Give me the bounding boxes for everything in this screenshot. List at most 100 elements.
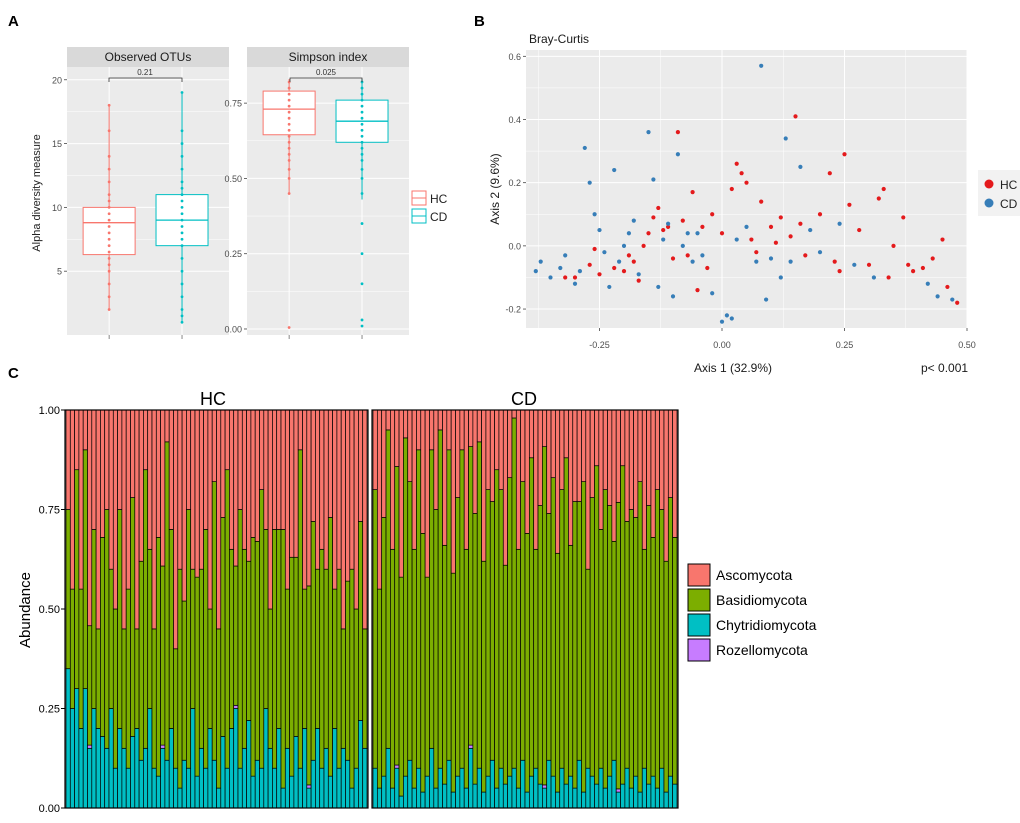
bar-cd-ascomycota: [598, 409, 604, 530]
bar-hc-basidiomycota: [104, 509, 110, 749]
bar-cd-ascomycota: [594, 409, 600, 467]
bar-hc-ascomycota: [130, 409, 136, 498]
bar-cd-ascomycota: [624, 409, 630, 522]
bar-hc-ascomycota: [340, 409, 346, 630]
bar-cd-ascomycota: [385, 409, 391, 431]
bar-cd-basidiomycota: [641, 548, 647, 769]
bar-cd-basidiomycota: [568, 544, 574, 777]
bar-cd-ascomycota: [489, 409, 495, 502]
bar-hc-chytridiomycota: [302, 728, 308, 809]
pcoa-point-cd: [950, 297, 955, 302]
bar-cd-chytridiomycota: [450, 791, 456, 809]
bar-hc-chytridiomycota: [289, 775, 295, 809]
bar-hc-ascomycota: [229, 409, 235, 550]
bar-hc-ascomycota: [280, 409, 286, 530]
simpson-facet: Simpson index 0.00 0.25 0.50 0.75 0.025: [224, 47, 409, 339]
legend-dot-hc: [984, 179, 994, 189]
bar-hc-chytridiomycota: [91, 708, 97, 809]
bar-cd-basidiomycota: [667, 497, 674, 777]
bar-hc-ascomycota: [177, 409, 183, 570]
legend-label-cd-box: CD: [430, 210, 448, 224]
bar-cd-chytridiomycota: [654, 787, 660, 809]
bar-cd-basidiomycota: [520, 481, 526, 761]
bar-cd-chytridiomycota: [485, 775, 491, 809]
pcoa-point-cd: [597, 227, 602, 233]
bar-hc-ascomycota: [272, 409, 278, 530]
bar-hc-basidiomycota: [87, 625, 93, 746]
bar-cd-ascomycota: [589, 409, 595, 498]
abundance-y-tick-label: 0.75: [39, 505, 60, 517]
pcoa-point-hc: [592, 246, 597, 252]
bar-hc-ascomycota: [362, 409, 368, 630]
simpson-cd-point: [360, 116, 364, 120]
bar-hc-ascomycota: [138, 409, 144, 562]
stacked-bars-hc: [65, 409, 368, 809]
bar-hc-chytridiomycota: [336, 767, 342, 809]
facet-frame-hc: [64, 409, 369, 809]
bar-hc-ascomycota: [186, 409, 192, 510]
pcoa-point-cd: [617, 259, 622, 264]
pcoa-point-hc: [955, 300, 960, 305]
bar-cd-basidiomycota: [416, 449, 422, 769]
bar-cd-ascomycota: [398, 409, 404, 578]
otus-cd-point: [180, 314, 184, 318]
pcoa-point-hc: [734, 161, 739, 166]
bar-hc-basidiomycota: [302, 588, 308, 729]
pcoa-point-cd: [719, 319, 725, 324]
bar-cd-basidiomycota: [437, 429, 443, 769]
bar-hc-chytridiomycota: [323, 747, 329, 809]
pcoa-point-cd: [607, 284, 612, 290]
bar-hc-chytridiomycota: [151, 767, 157, 809]
bar-hc-chytridiomycota: [190, 708, 196, 809]
bar-cd-chytridiomycota: [568, 775, 574, 809]
pcoa-point-hc: [597, 272, 602, 277]
bar-cd-chytridiomycota: [507, 775, 513, 809]
bar-cd-chytridiomycota: [572, 787, 578, 809]
bar-cd-chytridiomycota: [659, 767, 665, 809]
bar-hc-basidiomycota: [177, 568, 183, 789]
bar-hc-ascomycota: [302, 409, 308, 590]
bar-hc-chytridiomycota: [229, 728, 235, 809]
bar-hc-basidiomycota: [207, 608, 213, 729]
bar-hc-ascomycota: [82, 409, 88, 451]
bar-cd-basidiomycota: [476, 441, 482, 769]
bar-cd-ascomycota: [585, 409, 591, 570]
bar-cd-ascomycota: [403, 409, 409, 439]
pcoa-point-cd: [592, 212, 597, 217]
pcoa-point-hc: [587, 262, 592, 267]
bar-hc-basidiomycota: [358, 521, 364, 721]
bar-cd-chytridiomycota: [637, 791, 643, 809]
bracket-line-otus: [108, 77, 183, 82]
bar-cd-chytridiomycota: [459, 767, 465, 809]
legend-dot-cd: [984, 198, 994, 208]
bar-hc-chytridiomycota: [203, 767, 209, 809]
otus-cd-point: [180, 320, 184, 324]
simpson-hc-point: [287, 86, 291, 90]
bar-cd-basidiomycota: [502, 564, 508, 785]
otus-cd-point: [180, 212, 184, 216]
bar-cd-ascomycota: [433, 409, 439, 510]
bar-cd-ascomycota: [581, 409, 587, 482]
facet-strip-simpson: [247, 47, 409, 67]
bar-hc-basidiomycota: [272, 529, 278, 769]
bar-hc-chytridiomycota: [284, 747, 290, 809]
pcoa-point-hc: [636, 278, 641, 283]
bar-hc-basidiomycota: [108, 568, 114, 709]
otus-hc-point: [107, 244, 111, 248]
bar-hc-ascomycota: [211, 409, 217, 482]
bar-cd-basidiomycota: [446, 449, 452, 761]
pcoa-point-cd: [724, 313, 730, 318]
bar-cd-chytridiomycota: [550, 775, 556, 809]
simpson-cd-point: [360, 92, 364, 96]
bar-hc-ascomycota: [168, 409, 174, 530]
bar-hc-ascomycota: [254, 409, 260, 542]
bar-cd-basidiomycota: [537, 505, 543, 785]
boxes-simpson: [262, 79, 389, 329]
bar-cd-basidiomycota: [615, 501, 621, 790]
simpson-cd-point: [360, 122, 364, 126]
bar-hc-ascomycota: [87, 409, 93, 627]
pcoa-point-cd: [690, 259, 695, 264]
bar-cd-ascomycota: [390, 409, 396, 550]
bar-cd-chytridiomycota: [520, 759, 526, 809]
pcoa-point-cd: [675, 152, 681, 157]
